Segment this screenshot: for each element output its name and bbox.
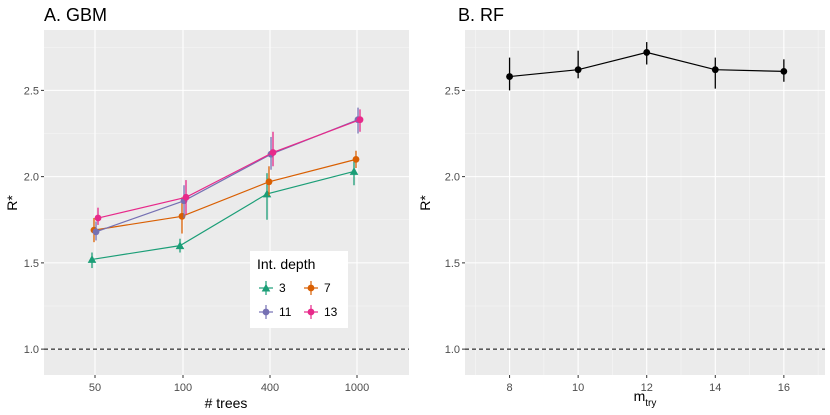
data-point: [349, 167, 359, 175]
series-line: [93, 158, 357, 231]
plot-background-rf: [465, 30, 825, 375]
y-tick-label: 2.0: [445, 172, 460, 184]
y-tick-label: 2.5: [445, 85, 460, 97]
data-point: [643, 49, 651, 56]
legend-item-7: 7: [304, 281, 331, 295]
legend-key-marker: [261, 283, 271, 292]
legend-label: 3: [279, 281, 286, 295]
legend-label: 11: [279, 305, 292, 319]
x-axis-label-rf: mtry: [634, 388, 657, 409]
x-tick-label: 12: [641, 382, 653, 394]
series-gbm: [87, 107, 364, 269]
panel-title-gbm: A. GBM: [44, 5, 107, 25]
data-point: [94, 214, 102, 222]
series-line: [97, 119, 361, 219]
legend-label: 7: [324, 281, 331, 295]
x-axis-label-rf-sub: try: [645, 398, 656, 409]
legend-title: Int. depth: [257, 256, 315, 272]
data-point: [92, 228, 100, 236]
data-point: [87, 255, 97, 263]
data-point: [182, 193, 190, 201]
x-tick-label: 16: [778, 382, 790, 394]
legend-gbm: Int. depth 3 7 11 13: [250, 251, 348, 328]
y-axis-label-gbm: R*: [4, 195, 20, 211]
data-point: [574, 66, 582, 74]
x-axis-label-gbm: # trees: [205, 395, 248, 411]
y-tick-label: 2.5: [24, 85, 39, 97]
x-tick-label: 8: [507, 382, 513, 394]
y-tick-label: 2.0: [24, 172, 39, 184]
x-tick-label: 50: [89, 382, 101, 394]
series-rf: [506, 42, 788, 91]
x-tick-label: 14: [709, 382, 721, 394]
y-tick-label: 1.0: [445, 344, 460, 356]
y-axis-label-rf: R*: [417, 195, 433, 211]
data-point: [175, 241, 185, 250]
series-rf-line: [506, 42, 788, 91]
legend-key-marker: [307, 308, 315, 316]
legend-key-marker: [262, 308, 270, 316]
x-axis-rf: 8 10 12 14 16: [507, 375, 790, 394]
x-tick-label: 1000: [345, 382, 369, 394]
data-point: [269, 149, 277, 156]
data-point: [506, 73, 513, 80]
data-point: [780, 68, 788, 75]
legend-key-marker: [307, 284, 315, 292]
data-point: [356, 116, 364, 124]
gridlines-gbm: [44, 30, 409, 375]
panel-gbm: A. GBM 1.0 1.5 2.0 2.5 50 100 400 1000 # trees…: [4, 5, 409, 411]
x-axis-label-rf-main: m: [634, 388, 646, 404]
x-axis-gbm: 50 100 400 1000: [89, 375, 369, 394]
y-tick-label: 1.5: [445, 258, 460, 270]
data-point: [711, 66, 719, 74]
series-depth-3: [87, 159, 359, 269]
legend-item-13: 13: [304, 305, 338, 319]
x-tick-label: 100: [174, 382, 192, 394]
x-tick-label: 10: [572, 382, 584, 394]
x-tick-label: 400: [261, 382, 279, 394]
legend-item-11: 11: [259, 305, 292, 319]
y-tick-label: 1.0: [24, 344, 39, 356]
plot-background-gbm: [44, 30, 409, 375]
panel-title-rf: B. RF: [458, 5, 504, 25]
legend-label: 13: [324, 305, 338, 319]
panel-rf: B. RF 1.0 1.5 2.0 2.5 8 10 12 14 16 mtry R*: [417, 5, 825, 409]
data-point: [265, 178, 273, 186]
series-line: [91, 170, 355, 261]
data-point: [352, 155, 360, 163]
y-tick-label: 1.5: [24, 258, 39, 270]
series-depth-13: [94, 109, 364, 225]
y-axis-rf: 1.0 1.5 2.0 2.5: [445, 85, 465, 356]
legend-item-3: 3: [259, 281, 286, 295]
legend-items: 3 7 11 13: [259, 281, 338, 319]
y-axis-gbm: 1.0 1.5 2.0 2.5: [24, 85, 44, 356]
